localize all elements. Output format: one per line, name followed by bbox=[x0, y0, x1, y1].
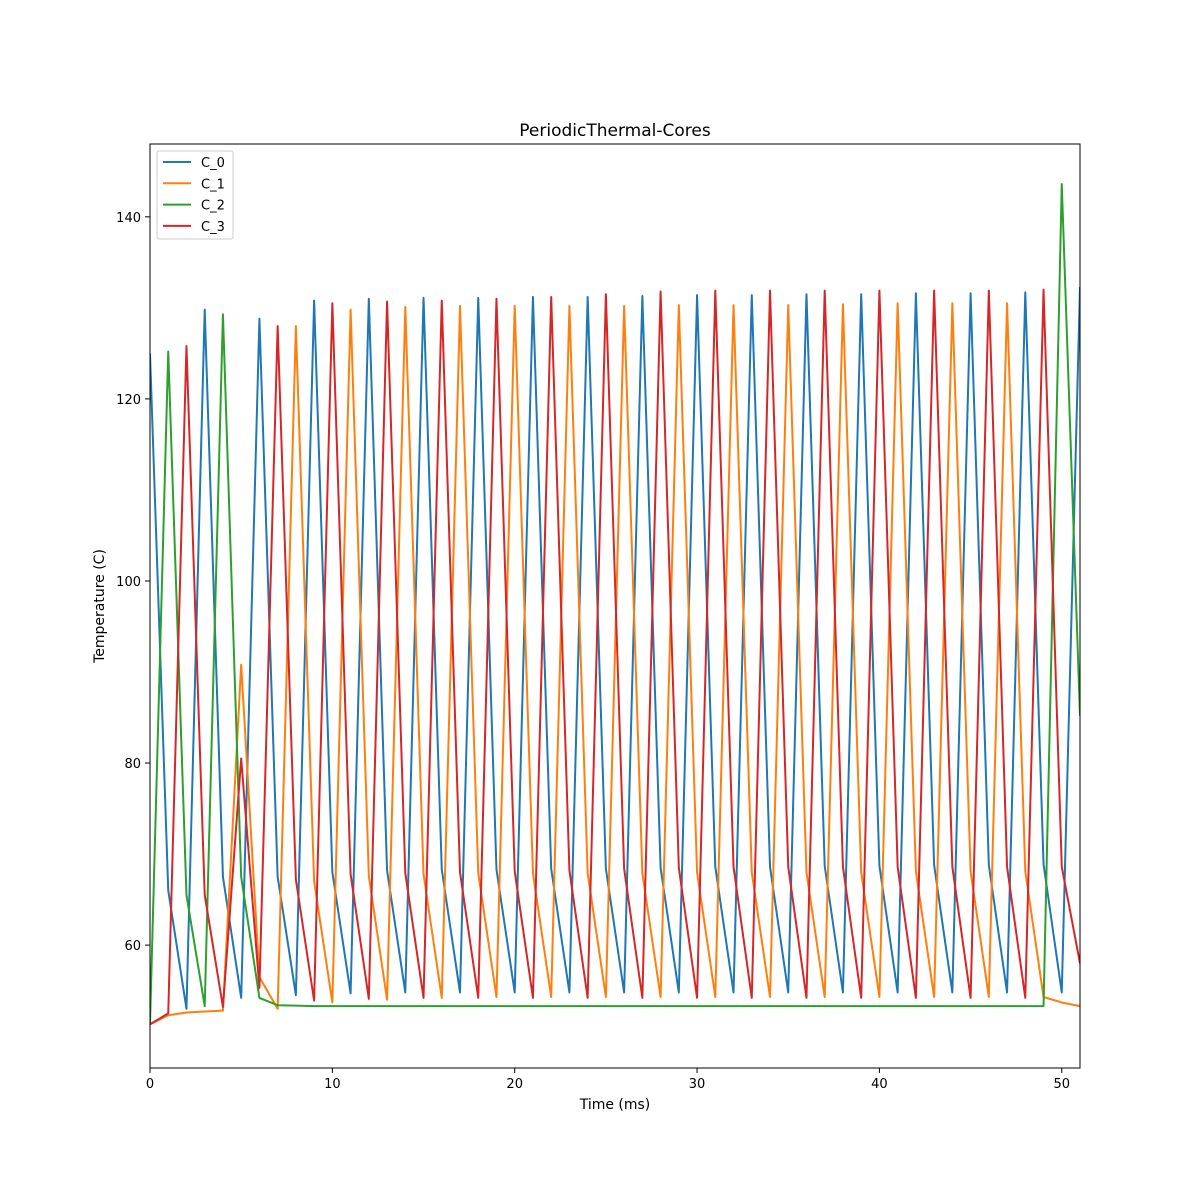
x-axis-label: Time (ms) bbox=[579, 1097, 651, 1113]
legend-label: C_2 bbox=[201, 199, 225, 214]
series-group bbox=[150, 183, 1080, 1026]
series-line-c-2 bbox=[150, 183, 1080, 1025]
x-tick-label: 40 bbox=[871, 1077, 888, 1092]
y-tick-label: 60 bbox=[124, 939, 141, 954]
y-axis: 60 80 100 120 140 bbox=[116, 211, 150, 954]
legend-label: C_0 bbox=[201, 156, 225, 171]
x-tick-label: 0 bbox=[146, 1077, 154, 1092]
y-tick-label: 80 bbox=[124, 757, 141, 772]
legend-box bbox=[156, 150, 234, 240]
x-tick-label: 50 bbox=[1053, 1077, 1070, 1092]
series-line-c-1 bbox=[150, 302, 1080, 1026]
x-axis: 0 10 20 30 40 50 bbox=[146, 1068, 1070, 1092]
x-tick-label: 10 bbox=[324, 1077, 341, 1092]
legend: C_0 C_1 C_2 C_3 bbox=[156, 150, 234, 240]
y-tick-label: 100 bbox=[116, 575, 141, 590]
series-line-c-3 bbox=[150, 288, 1080, 1026]
chart-title: PeriodicThermal-Cores bbox=[519, 121, 711, 141]
y-axis-label: Temperature (C) bbox=[92, 549, 108, 664]
y-tick-label: 140 bbox=[116, 211, 141, 226]
series-line-c-0 bbox=[150, 286, 1080, 1010]
x-tick-label: 20 bbox=[506, 1077, 523, 1092]
x-tick-label: 30 bbox=[689, 1077, 706, 1092]
legend-label: C_3 bbox=[201, 220, 225, 235]
plot-frame bbox=[149, 143, 1081, 1069]
y-tick-label: 120 bbox=[116, 393, 141, 408]
legend-label: C_1 bbox=[201, 177, 225, 192]
